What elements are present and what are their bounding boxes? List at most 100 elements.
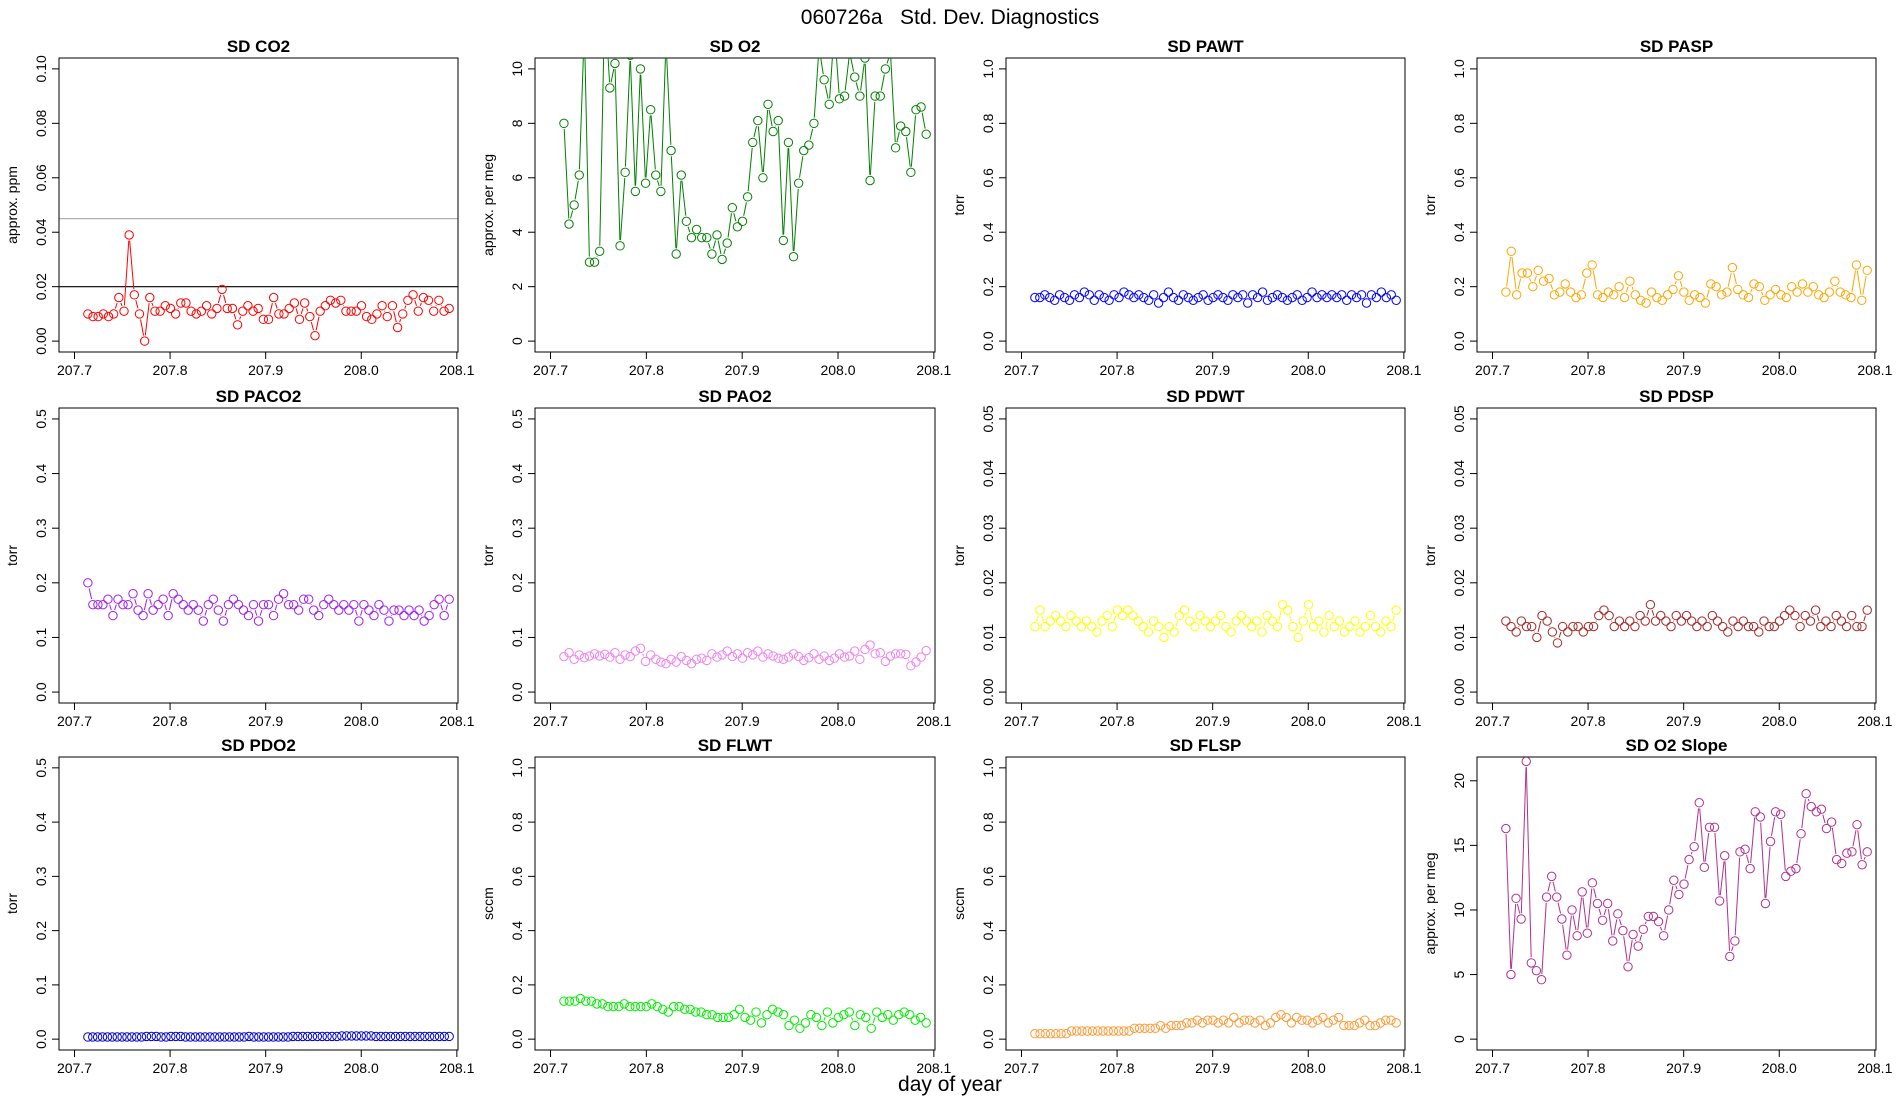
data-point <box>170 309 181 319</box>
data-point <box>1233 292 1243 303</box>
series-segment <box>753 126 758 137</box>
data-point <box>1765 836 1776 847</box>
data-point <box>279 309 289 319</box>
data-point <box>314 610 324 621</box>
data-point <box>1071 616 1081 626</box>
data-point <box>366 1031 376 1041</box>
data-point <box>1356 290 1367 300</box>
plot-frame <box>58 756 459 1051</box>
plot-frame <box>1476 756 1877 1051</box>
data-point <box>783 137 794 148</box>
y-tick-label: 1.0 <box>1451 59 1467 79</box>
data-point <box>356 1031 367 1041</box>
data-point <box>702 655 712 666</box>
data-point <box>1657 295 1667 305</box>
data-point <box>1635 610 1645 621</box>
series-segment <box>712 240 717 249</box>
x-tick-label: 207.9 <box>248 362 283 378</box>
data-point <box>1689 290 1700 300</box>
data-point <box>1803 287 1813 297</box>
panel-sd-flsp: SD FLSP sccm 0.0 0.2 0.4 0.6 0.8 1.0 207.7 207.8 2… <box>951 736 1422 1076</box>
x-tick-label: 207.9 <box>1195 713 1230 729</box>
data-point <box>620 650 630 660</box>
series-segment <box>414 300 417 306</box>
data-point <box>850 72 860 82</box>
data-point <box>758 173 768 183</box>
data-point <box>1805 616 1816 626</box>
data-point <box>676 170 686 180</box>
data-point <box>175 1031 186 1042</box>
series-segment <box>1856 270 1862 295</box>
series-segment <box>824 85 829 99</box>
y-tick-label: 15 <box>1451 837 1467 853</box>
data-point <box>1576 290 1587 300</box>
data-point <box>361 1031 371 1041</box>
series-segment <box>1684 865 1689 879</box>
data-point <box>890 143 901 153</box>
data-point <box>651 170 661 180</box>
data-point <box>233 599 244 610</box>
data-point <box>737 653 748 663</box>
y-tick-label: 0.01 <box>1451 624 1467 651</box>
data-point <box>1565 287 1576 297</box>
series-segment <box>1760 291 1764 296</box>
data-point <box>1821 823 1832 834</box>
y-tick-label: 0.4 <box>980 921 996 941</box>
data-point <box>1779 610 1790 621</box>
series-segment <box>1309 610 1313 622</box>
series-segment <box>762 109 769 173</box>
x-tick-label: 208.1 <box>1857 362 1892 378</box>
series-segment <box>1727 273 1732 287</box>
data-point <box>1061 1029 1071 1039</box>
x-tick-label: 208.0 <box>1762 1060 1797 1076</box>
data-point <box>630 186 641 197</box>
data-point <box>1161 1023 1171 1033</box>
y-tick-label: 0.8 <box>980 812 996 832</box>
data-point <box>1533 265 1543 276</box>
data-point <box>1862 265 1872 276</box>
data-point <box>1712 616 1723 626</box>
data-point <box>1567 905 1577 915</box>
data-point <box>1769 621 1779 632</box>
data-point <box>1666 621 1676 632</box>
data-point <box>1345 621 1355 632</box>
data-point <box>1816 804 1827 814</box>
data-point <box>332 1031 342 1042</box>
data-point <box>1614 616 1625 626</box>
data-point <box>346 306 356 316</box>
data-point <box>662 37 670 45</box>
data-point <box>1244 1015 1255 1025</box>
data-point <box>773 1007 783 1017</box>
y-tick-label: 5 <box>1451 970 1467 978</box>
data-point <box>1542 616 1552 626</box>
data-point <box>671 657 681 667</box>
series-segment <box>851 1017 854 1021</box>
data-point <box>1830 276 1840 286</box>
data-point <box>1640 616 1650 626</box>
data-point <box>778 1010 789 1020</box>
data-point <box>1238 290 1248 300</box>
data-point <box>1754 627 1764 637</box>
data-point <box>424 610 434 621</box>
data-point <box>165 303 176 314</box>
data-point <box>1522 268 1533 278</box>
data-point <box>1049 295 1060 305</box>
series-segment <box>1664 915 1669 931</box>
series-segment <box>143 599 148 611</box>
data-point <box>1501 823 1511 834</box>
data-point <box>1332 292 1342 303</box>
data-point <box>112 1032 122 1042</box>
data-point <box>1236 610 1247 621</box>
x-tick-label: 207.9 <box>248 1060 283 1076</box>
data-point <box>860 644 870 655</box>
data-point <box>799 655 809 666</box>
data-point <box>382 311 392 322</box>
series-segment <box>1694 808 1700 842</box>
series-segment <box>823 1017 826 1021</box>
data-point <box>636 1001 646 1012</box>
series <box>1030 1010 1401 1039</box>
data-point <box>1040 1029 1051 1039</box>
data-point <box>1030 1029 1040 1039</box>
data-point <box>1376 627 1386 637</box>
data-point <box>133 605 143 615</box>
